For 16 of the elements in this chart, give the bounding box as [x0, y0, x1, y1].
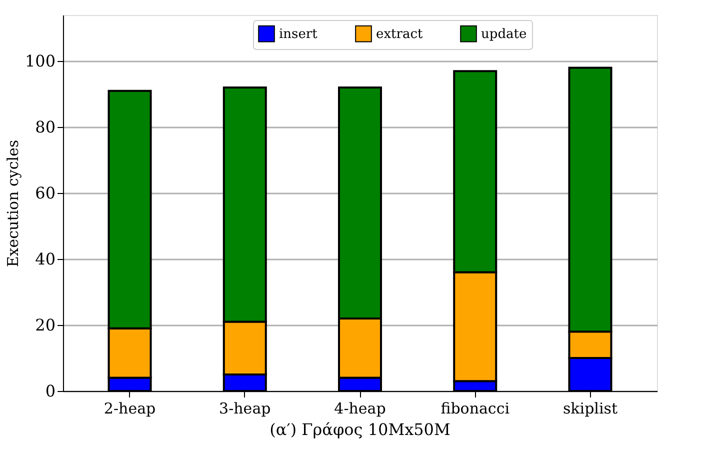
y-axis-title: Execution cycles: [4, 140, 22, 268]
x-tick-label: 2-heap: [104, 400, 156, 418]
x-tick-label: 3-heap: [219, 400, 271, 418]
x-tick-label: fibonacci: [440, 400, 510, 418]
legend-label: extract: [376, 26, 424, 42]
y-tick-label: 20: [35, 316, 56, 335]
legend-label: insert: [279, 26, 318, 42]
x-tick-label: skiplist: [562, 400, 618, 418]
text: (α′) Γράφος 10Mx50M: [270, 420, 450, 439]
y-tick-label: 40: [35, 250, 56, 269]
y-tick-label: 60: [35, 184, 56, 203]
legend-label: update: [481, 26, 527, 42]
y-tick-label: 80: [35, 118, 56, 137]
y-tick-label: 0: [45, 382, 56, 400]
x-tick-label: 4-heap: [334, 400, 386, 418]
y-tick-label: 100: [24, 52, 56, 71]
